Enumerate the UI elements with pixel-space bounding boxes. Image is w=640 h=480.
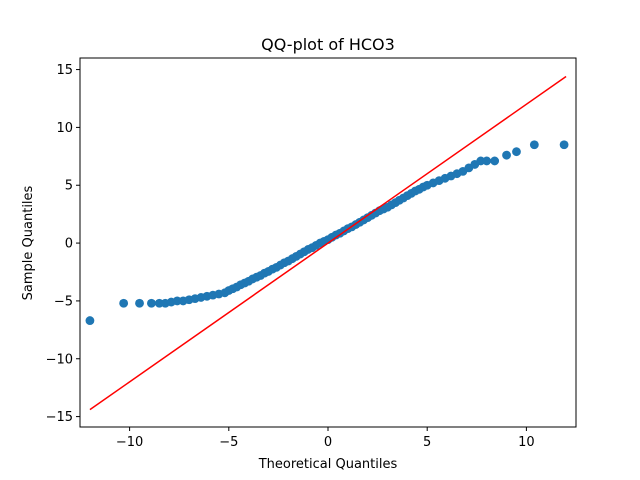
data-point: (-10.3, -5.2) xyxy=(119,298,129,308)
y-tick-label: −15 xyxy=(46,410,73,425)
x-tick-label: 5 xyxy=(423,435,431,450)
data-point: (8, 7.1) xyxy=(482,156,492,166)
data-point: (11.9, 8.5) xyxy=(559,140,569,150)
data-point: (8.4, 7.1) xyxy=(490,156,500,166)
y-tick-label: 15 xyxy=(56,63,73,78)
x-tick-label: 0 xyxy=(324,435,332,450)
x-tick-label: −5 xyxy=(219,435,238,450)
data-point: (-8.9, -5.2) xyxy=(147,298,156,308)
chart-title: QQ-plot of HCO3 xyxy=(261,35,395,54)
plot-area: (-12, -6.7) (-10.3, -5.2) (-9.5, -5.2)(-8.… xyxy=(46,57,577,450)
data-point: (9, 7.6) xyxy=(502,150,511,160)
y-tick-label: 10 xyxy=(56,121,73,136)
data-point: (9.5, 7.9) xyxy=(512,147,521,157)
y-tick-label: −5 xyxy=(54,294,73,309)
data-point: (-12, -6.7) xyxy=(85,316,95,325)
x-tick-label: −10 xyxy=(116,435,143,450)
x-axis-title: Theoretical Quantiles xyxy=(258,457,398,472)
y-tick-label: 5 xyxy=(65,179,73,194)
y-axis-title: Sample Quantiles xyxy=(21,185,36,300)
x-tick-label: 10 xyxy=(518,435,535,450)
y-tick-label: 0 xyxy=(65,237,73,252)
data-point: (-9.5, -5.2) xyxy=(135,298,144,308)
reference-line xyxy=(89,75,567,411)
y-tick-label: −10 xyxy=(46,352,73,367)
data-point: (10.4, 8.5) xyxy=(529,140,539,150)
